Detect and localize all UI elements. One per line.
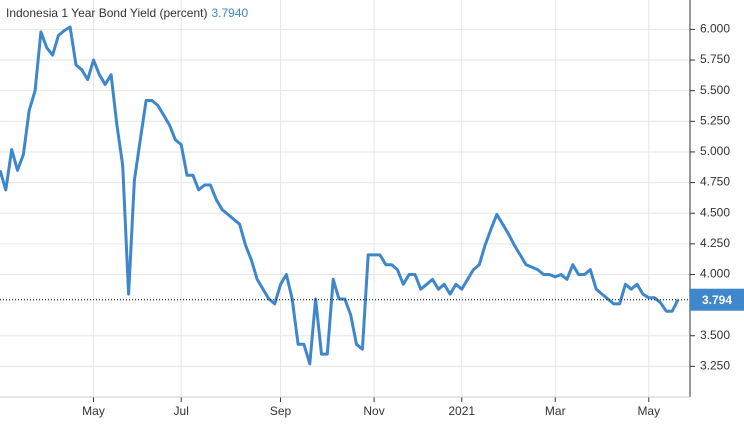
header-value: 3.7940 [211, 6, 248, 20]
y-tick-label: 4.750 [700, 175, 730, 189]
y-tick-label: 4.250 [700, 236, 730, 250]
chart-title: Indonesia 1 Year Bond Yield (percent) 3.7… [6, 6, 249, 20]
y-tick-label: 3.500 [700, 328, 730, 342]
y-tick-label: 5.750 [700, 52, 730, 66]
last-value-label: 3.794 [702, 293, 732, 307]
y-tick-label: 3.250 [700, 359, 730, 373]
x-tick-label: Nov [363, 404, 384, 418]
x-tick-label: May [637, 404, 660, 418]
x-tick-label: Sep [270, 404, 292, 418]
y-tick-label: 5.500 [700, 83, 730, 97]
last-value-tag [690, 288, 744, 311]
y-tick-label: 4.000 [700, 267, 730, 281]
data-line [0, 25, 680, 366]
y-tick-label: 6.000 [700, 22, 730, 36]
y-tick-label: 4.500 [700, 205, 730, 219]
x-tick-label: May [82, 404, 105, 418]
x-tick-label: 2021 [448, 404, 475, 418]
x-tick-label: Jul [174, 404, 189, 418]
title-text: Indonesia 1 Year Bond Yield (percent) [6, 6, 207, 20]
y-tick-label: 5.000 [700, 144, 730, 158]
y-tick-label: 5.250 [700, 113, 730, 127]
x-tick-label: Mar [545, 404, 566, 418]
